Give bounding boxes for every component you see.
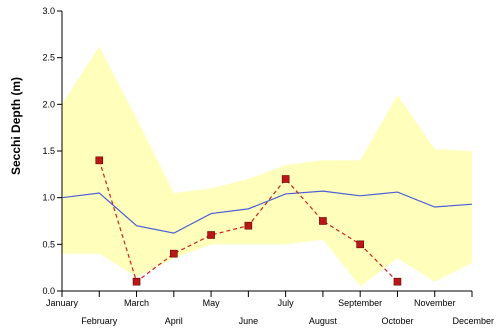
y-tick-label: 2.5 [42, 53, 55, 63]
x-tick-label: September [338, 298, 382, 308]
observed-point [356, 240, 364, 249]
observed-point [170, 249, 178, 258]
observed-point [281, 175, 290, 183]
observed-point [207, 231, 215, 239]
x-tick-label: July [278, 298, 295, 308]
y-tick-label: 1.0 [42, 193, 55, 203]
mean-line [61, 190, 473, 234]
y-tick-label: 2.0 [42, 99, 55, 109]
observed-point [95, 156, 104, 165]
x-tick-label: May [203, 298, 221, 308]
x-tick-label: March [124, 298, 149, 308]
x-tick-label: August [309, 316, 338, 326]
range-band-layer [62, 46, 472, 287]
observed-point [393, 277, 402, 286]
y-tick-label: 3.0 [42, 6, 55, 16]
x-tick-label: January [46, 298, 79, 308]
x-tick-label: April [165, 316, 183, 326]
axes [57, 10, 473, 297]
x-tick-label: June [239, 316, 259, 326]
y-tick-label: 0.5 [42, 239, 55, 249]
range-band [62, 46, 472, 287]
observed-point [244, 221, 253, 230]
x-tick-label: November [414, 298, 456, 308]
x-tick-label: December [452, 316, 494, 326]
x-tick-label: February [81, 316, 118, 326]
y-axis-title: Secchi Depth (m) [9, 77, 23, 175]
series-layer [61, 156, 473, 286]
observed-point [132, 277, 141, 286]
observed-point [319, 217, 327, 225]
y-tick-label: 0.0 [42, 286, 55, 296]
x-tick-label: October [381, 316, 413, 326]
y-tick-label: 1.5 [42, 146, 55, 156]
